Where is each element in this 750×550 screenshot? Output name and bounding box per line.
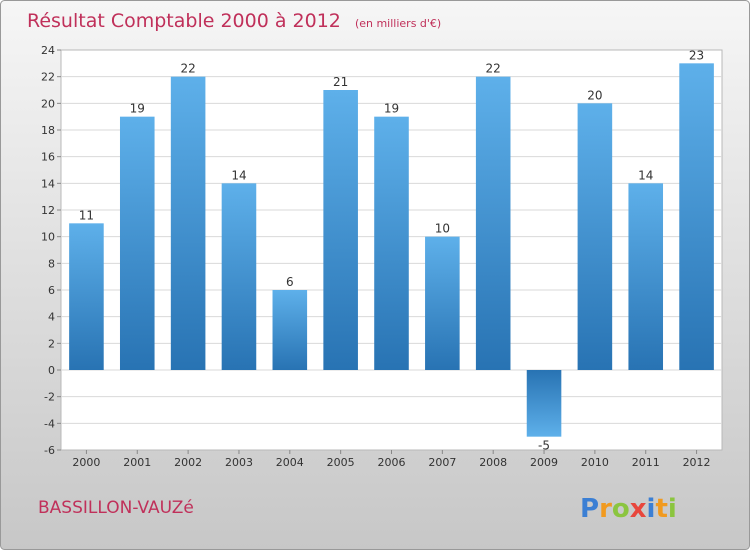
x-tick-label: 2011 (632, 456, 660, 469)
data-label: 14 (638, 168, 653, 182)
chart-subtitle: (en milliers d'€) (355, 17, 441, 30)
bar-2011 (628, 183, 664, 370)
data-label: 21 (333, 75, 348, 89)
data-label: 22 (180, 62, 195, 76)
logo-letter: r (599, 494, 612, 524)
x-tick-label: 2004 (276, 456, 304, 469)
y-tick-label: 14 (41, 177, 55, 190)
logo-letter: P (580, 494, 599, 524)
data-label: 14 (231, 168, 246, 182)
data-label: 20 (587, 88, 602, 102)
data-label: 19 (130, 102, 145, 116)
logo-letter: t (655, 494, 667, 524)
logo-letter: o (612, 494, 630, 524)
y-tick-label: 8 (48, 257, 55, 270)
proxiti-logo: Proxiti (580, 494, 677, 524)
bar-2004 (272, 290, 308, 370)
data-labels: 11 19 22 14 6 21 19 10 22 -5 20 14 23 (79, 48, 704, 452)
x-tick-label: 2002 (174, 456, 202, 469)
data-label: 11 (79, 208, 94, 222)
y-tick-label: 2 (48, 337, 55, 350)
y-tick-label: 12 (41, 204, 55, 217)
bar-2009 (526, 370, 562, 437)
chart-title: Résultat Comptable 2000 à 2012 (en milli… (27, 10, 441, 32)
bar-2007 (425, 236, 460, 370)
data-label: 6 (286, 275, 294, 289)
bar-2010 (577, 103, 613, 370)
x-tick-label: 2005 (327, 456, 355, 469)
x-tick-label: 2010 (581, 456, 609, 469)
bar-2001 (119, 116, 155, 371)
y-tick-label: 18 (41, 124, 55, 137)
y-tick-label: 20 (41, 97, 55, 110)
y-tick-label: 16 (41, 151, 55, 164)
data-label: -5 (538, 439, 550, 453)
x-tick-label: 2012 (683, 456, 711, 469)
bar-2012 (679, 63, 714, 370)
bars (69, 63, 714, 437)
bar-2005 (323, 90, 358, 370)
x-tick-label: 2000 (72, 456, 100, 469)
bar-2002 (170, 76, 206, 371)
bar-2006 (374, 116, 409, 371)
y-tick-label: 22 (41, 71, 55, 84)
y-tick-label: 24 (41, 44, 55, 57)
logo-letter: i (668, 494, 677, 524)
bar-2003 (221, 183, 257, 370)
x-tick-label: 2001 (123, 456, 151, 469)
logo-letter: x (630, 494, 647, 524)
x-tick-label: 2003 (225, 456, 253, 469)
y-tick-label: 6 (48, 284, 55, 297)
place-name: BASSILLON-VAUZé (38, 498, 194, 518)
y-tick-label: 4 (48, 311, 55, 324)
y-tick-label: 10 (41, 231, 55, 244)
logo-letter: i (647, 494, 656, 524)
y-tick-label: -2 (44, 391, 55, 404)
data-label: 22 (486, 62, 501, 76)
chart-title-main: Résultat Comptable 2000 à 2012 (27, 10, 341, 32)
x-tick-label: 2007 (428, 456, 456, 469)
data-label: 23 (689, 48, 704, 62)
data-label: 19 (384, 102, 399, 116)
x-tick-label: 2009 (530, 456, 558, 469)
y-tick-label: -4 (44, 417, 55, 430)
bar-2000 (69, 223, 104, 370)
x-tick-label: 2006 (378, 456, 406, 469)
data-label: 10 (435, 222, 450, 236)
bar-2008 (475, 76, 511, 371)
x-axis-ticks: 2000 2001 2002 2003 2004 2005 2006 2007 2008 2009… (72, 450, 711, 469)
y-tick-label: 0 (48, 364, 55, 377)
y-tick-label: -6 (44, 444, 55, 457)
x-tick-label: 2008 (479, 456, 507, 469)
